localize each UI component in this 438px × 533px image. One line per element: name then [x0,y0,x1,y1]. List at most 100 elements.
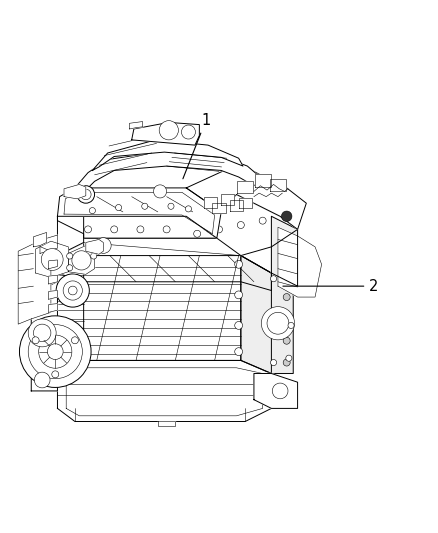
Polygon shape [35,241,68,277]
Circle shape [64,321,73,330]
Polygon shape [18,244,51,324]
Circle shape [288,322,294,328]
Text: 2: 2 [283,279,379,294]
Circle shape [283,274,290,281]
Circle shape [64,260,73,269]
Circle shape [95,238,111,253]
Circle shape [271,359,277,366]
Polygon shape [212,203,226,213]
Polygon shape [270,179,286,191]
Circle shape [28,319,56,347]
Circle shape [32,337,39,344]
Polygon shape [241,256,293,374]
Polygon shape [57,203,84,256]
Polygon shape [230,200,243,211]
Circle shape [185,206,191,212]
Circle shape [81,189,91,200]
Polygon shape [64,184,86,199]
Polygon shape [38,251,57,288]
Circle shape [72,251,91,270]
Polygon shape [278,227,321,297]
Circle shape [286,355,292,361]
Circle shape [237,222,244,229]
Polygon shape [75,151,263,190]
Circle shape [56,274,89,307]
Circle shape [116,205,122,211]
Circle shape [34,372,50,388]
Polygon shape [221,194,234,205]
Circle shape [67,265,73,271]
Polygon shape [130,122,143,129]
Circle shape [63,281,82,300]
Circle shape [235,348,243,356]
Circle shape [91,253,97,259]
Circle shape [163,226,170,233]
Circle shape [272,383,288,399]
Polygon shape [40,235,57,253]
Circle shape [159,120,178,140]
Text: 1: 1 [183,113,211,179]
Polygon shape [33,232,46,247]
Polygon shape [204,197,217,207]
Polygon shape [31,360,75,391]
Polygon shape [57,188,221,238]
Polygon shape [186,195,297,256]
Polygon shape [158,422,175,426]
Polygon shape [267,374,293,398]
Circle shape [235,261,243,268]
Circle shape [194,230,201,237]
Polygon shape [31,247,57,369]
Circle shape [89,207,95,214]
Polygon shape [57,243,84,360]
Polygon shape [66,368,263,416]
Polygon shape [49,275,57,284]
Polygon shape [255,174,271,187]
Polygon shape [254,374,297,408]
Polygon shape [68,246,95,274]
Circle shape [283,316,290,322]
Circle shape [77,185,95,203]
Polygon shape [49,304,57,312]
Circle shape [52,371,59,378]
Polygon shape [49,290,57,299]
Circle shape [64,348,73,356]
Circle shape [137,226,144,233]
Circle shape [283,337,290,344]
Circle shape [283,359,290,366]
Polygon shape [64,192,215,234]
Circle shape [39,335,72,368]
Circle shape [181,125,195,139]
Polygon shape [186,164,306,229]
Polygon shape [239,198,252,208]
Polygon shape [57,360,272,422]
Circle shape [282,211,292,222]
Circle shape [168,203,174,209]
Circle shape [261,306,294,340]
Circle shape [68,286,77,295]
Circle shape [28,325,82,379]
Circle shape [267,312,289,334]
Circle shape [215,226,223,233]
Polygon shape [132,123,199,145]
Circle shape [283,294,290,301]
Circle shape [71,337,78,344]
Circle shape [111,226,118,233]
Polygon shape [92,140,243,171]
Circle shape [22,284,44,306]
Circle shape [235,291,243,299]
Circle shape [41,248,63,270]
Polygon shape [57,216,217,238]
Circle shape [67,253,73,259]
Circle shape [235,321,243,329]
Circle shape [64,290,73,299]
Polygon shape [86,239,103,254]
Polygon shape [57,256,272,290]
Circle shape [142,203,148,209]
Polygon shape [237,181,253,193]
Circle shape [153,185,166,198]
Circle shape [47,344,63,359]
Circle shape [33,324,51,342]
Polygon shape [272,216,297,286]
Polygon shape [49,260,57,269]
Circle shape [259,217,266,224]
